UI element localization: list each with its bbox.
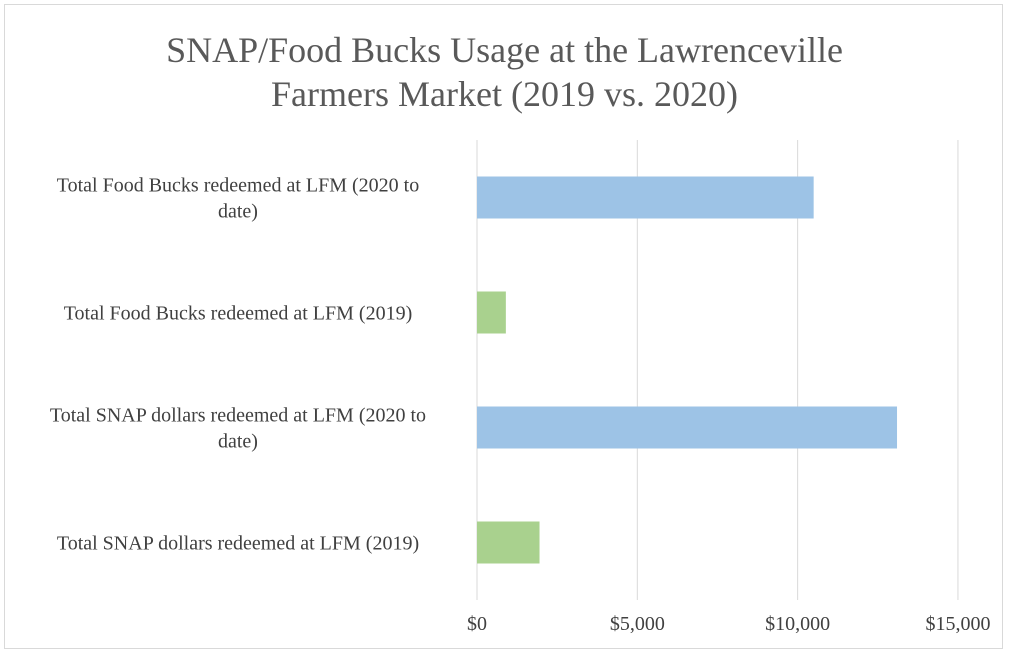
- category-label: Total Food Bucks redeemed at LFM (2019): [64, 303, 413, 325]
- bars: [477, 176, 898, 564]
- category-labels: Total Food Bucks redeemed at LFM (2020 t…: [50, 175, 426, 555]
- bar: [477, 176, 814, 219]
- chart-title: SNAP/Food Bucks Usage at the Lawrencevil…: [166, 30, 843, 114]
- bar: [477, 406, 898, 449]
- x-tick-label: $5,000: [610, 613, 665, 635]
- category-label: Total Food Bucks redeemed at LFM (2020 t…: [57, 175, 419, 223]
- x-tick-labels: $0 $5,000 $10,000 $15,000: [467, 613, 990, 635]
- category-label: Total SNAP dollars redeemed at LFM (2020…: [50, 405, 426, 453]
- x-tick-label: $15,000: [925, 613, 990, 635]
- bar: [477, 521, 540, 564]
- x-tick-label: $0: [467, 613, 487, 635]
- bar: [477, 291, 506, 334]
- category-label: Total SNAP dollars redeemed at LFM (2019…: [57, 533, 419, 555]
- x-tick-label: $10,000: [765, 613, 830, 635]
